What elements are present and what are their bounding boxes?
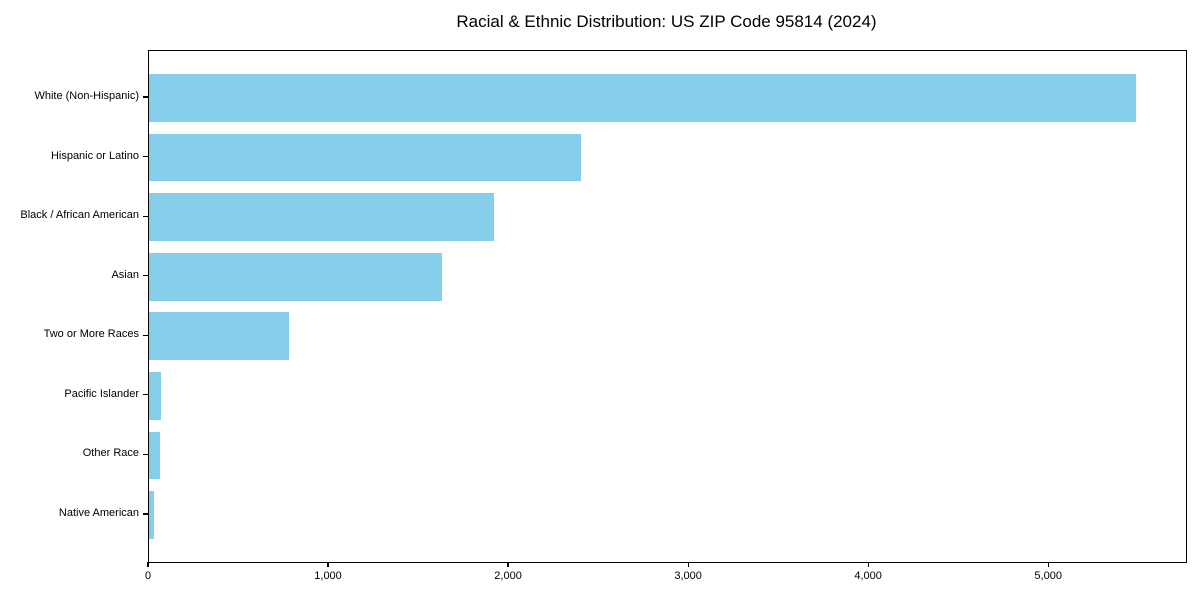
plot-area — [148, 50, 1187, 563]
y-tick-mark — [143, 453, 148, 455]
y-tick-label-black-african-american: Black / African American — [20, 209, 139, 222]
y-tick-label-two-or-more-races: Two or More Races — [43, 328, 139, 341]
y-tick-mark — [143, 215, 148, 217]
x-tick-mark — [507, 562, 509, 568]
y-tick-label-native-american: Native American — [58, 506, 139, 519]
chart-title: Racial & Ethnic Distribution: US ZIP Cod… — [456, 12, 877, 31]
bar-hispanic-or-latino — [149, 133, 582, 182]
x-tick-label-1000: 1,000 — [314, 570, 342, 582]
x-tick-mark — [687, 562, 689, 568]
y-tick-label-asian: Asian — [111, 268, 139, 281]
bar-white-non-hispanic — [149, 74, 1136, 122]
y-tick-label-pacific-islander: Pacific Islander — [64, 387, 139, 400]
y-tick-mark — [143, 275, 148, 277]
y-tick-mark — [143, 156, 148, 158]
bar-black-african-american — [149, 193, 494, 241]
y-tick-mark — [143, 334, 148, 336]
bar-two-or-more-races — [149, 312, 290, 361]
y-tick-label-hispanic-or-latino: Hispanic or Latino — [50, 149, 139, 162]
bar-asian — [149, 252, 443, 301]
y-tick-label-white-non-hispanic: White (Non-Hispanic) — [34, 90, 139, 103]
x-tick-mark — [1047, 562, 1049, 568]
x-tick-label-5000: 5,000 — [1034, 570, 1062, 582]
y-tick-mark — [143, 513, 148, 515]
x-tick-label-3000: 3,000 — [674, 570, 702, 582]
bar-pacific-islander — [149, 372, 161, 420]
x-tick-mark — [327, 562, 329, 568]
x-tick-label-0: 0 — [144, 570, 152, 582]
x-tick-mark — [867, 562, 869, 568]
x-tick-label-2000: 2,000 — [494, 570, 522, 582]
y-tick-mark — [143, 394, 148, 396]
bar-native-american — [149, 491, 155, 539]
bar-other-race — [149, 431, 160, 480]
x-tick-mark — [147, 562, 149, 568]
x-tick-label-4000: 4,000 — [854, 570, 882, 582]
y-tick-mark — [143, 96, 148, 98]
y-tick-label-other-race: Other Race — [82, 447, 139, 460]
